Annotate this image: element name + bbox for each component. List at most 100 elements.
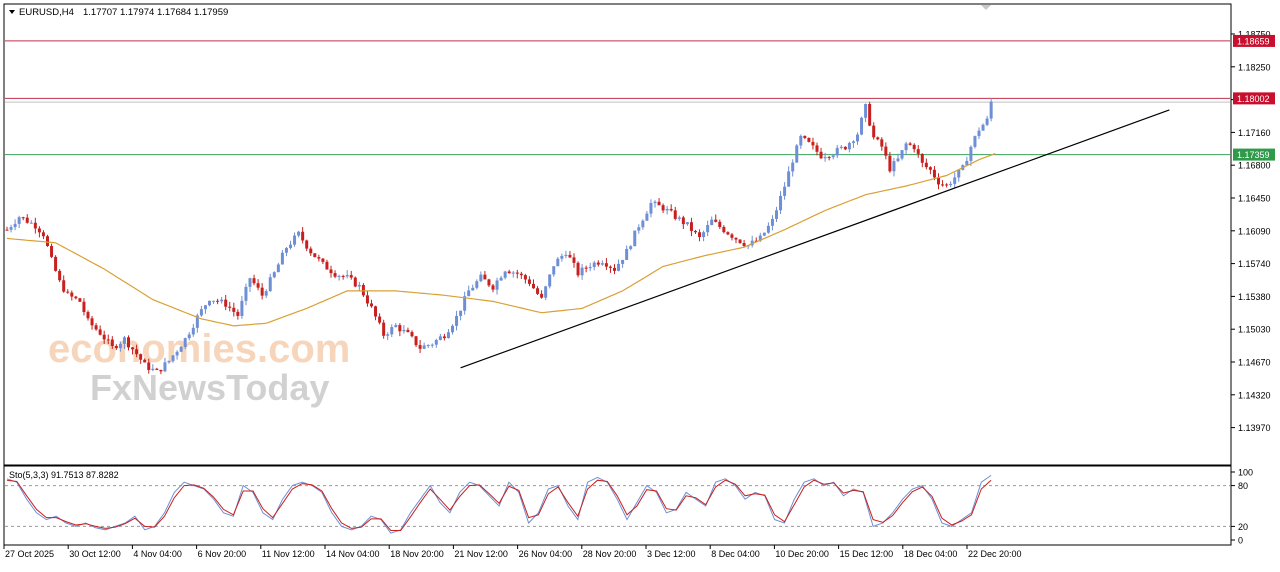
candle-body: [317, 257, 321, 259]
candle-body: [430, 344, 434, 346]
candle-body: [191, 327, 195, 335]
candle-body: [159, 369, 163, 372]
candle-body: [523, 275, 527, 280]
time-tick-label: 3 Dec 12:00: [647, 549, 696, 559]
candle-body: [313, 253, 317, 258]
candle-body: [868, 103, 872, 126]
candlesticks: [5, 98, 993, 375]
candle-body: [625, 248, 629, 260]
candle-body: [807, 138, 811, 142]
candle-body: [544, 286, 548, 298]
candle-body: [928, 167, 932, 170]
candle-body: [171, 355, 175, 361]
candle-body: [726, 232, 730, 235]
candle-body: [139, 354, 143, 360]
price-tick-label: 1.14320: [1238, 390, 1271, 400]
candle-body: [297, 231, 301, 236]
candle-body: [459, 310, 463, 316]
candle-body: [78, 298, 82, 302]
candle-body: [621, 259, 625, 264]
stochastic-panel-frame: [3, 465, 1232, 546]
stochastic-tick-label: 80: [1238, 481, 1248, 491]
candle-body: [718, 221, 722, 227]
stochastic-tick-label: 20: [1238, 522, 1248, 532]
chart-shift-marker-icon[interactable]: [981, 5, 991, 10]
candle-body: [74, 296, 78, 299]
candle-body: [434, 339, 438, 345]
watermark-line1: economies.com: [48, 327, 350, 371]
moving-average-line: [6, 153, 996, 327]
candle-body: [847, 142, 851, 150]
level-label-box: [1233, 92, 1275, 105]
candle-body: [208, 300, 211, 306]
candle-body: [588, 266, 592, 269]
candle-body: [532, 283, 535, 289]
candle-body: [147, 362, 151, 370]
candle-body: [613, 267, 616, 271]
candle-body: [779, 195, 783, 211]
trendline-group: [460, 109, 1170, 369]
candle-body: [341, 275, 345, 277]
candle-body: [155, 368, 159, 370]
candle-body: [70, 292, 74, 297]
price-tick-label: 1.13970: [1238, 423, 1271, 433]
price-tick-label: 1.18250: [1238, 62, 1271, 72]
candle-body: [617, 263, 621, 271]
candle-body: [183, 338, 187, 347]
candle-body: [795, 145, 799, 163]
candle-body: [702, 232, 706, 238]
candle-body: [386, 334, 390, 336]
candle-body: [937, 177, 940, 185]
candle-body: [195, 315, 199, 328]
candle-body: [471, 287, 475, 291]
stochastic-lines: [5, 474, 1230, 534]
candle-body: [361, 284, 365, 296]
candle-body: [33, 222, 37, 229]
candle-body: [289, 244, 292, 248]
candle-body: [556, 258, 560, 267]
candle-body: [892, 161, 896, 172]
ascending-trendline[interactable]: [460, 109, 1170, 369]
stochastic-tick-label: 0: [1238, 536, 1243, 546]
candle-body: [742, 243, 746, 246]
horizontal-levels: [5, 40, 1230, 156]
time-tick-label: 28 Nov 20:00: [583, 549, 637, 559]
price-tick-label: 1.15380: [1238, 292, 1271, 302]
candle-body: [799, 135, 803, 146]
candle-body: [706, 225, 710, 233]
candle-body: [410, 332, 414, 337]
candle-body: [661, 205, 665, 211]
candle-body: [791, 162, 795, 172]
candle-body: [710, 219, 714, 226]
candle-body: [519, 273, 523, 276]
time-tick-label: 4 Nov 04:00: [133, 549, 182, 559]
candle-body: [252, 278, 256, 284]
candle-body: [495, 280, 499, 290]
candle-body: [856, 134, 859, 142]
candle-body: [787, 171, 791, 187]
candle-body: [511, 272, 515, 274]
candle-body: [378, 316, 382, 323]
candle-body: [25, 217, 29, 223]
symbol-menu-arrow-icon[interactable]: [9, 10, 15, 14]
time-tick-label: 21 Nov 12:00: [454, 549, 508, 559]
level-label-text: 1.18002: [1237, 94, 1270, 104]
candle-body: [953, 177, 957, 184]
time-tick-label: 14 Nov 04:00: [326, 549, 380, 559]
candle-body: [438, 336, 442, 340]
time-tick-label: 27 Oct 2025: [5, 549, 54, 559]
stochastic-tick-label: 100: [1238, 468, 1253, 478]
candle-body: [187, 334, 191, 339]
candle-body: [576, 262, 580, 276]
candle-body: [503, 271, 507, 278]
candle-body: [349, 275, 353, 278]
candle-body: [329, 269, 333, 274]
candle-body: [127, 337, 130, 348]
candle-body: [714, 219, 718, 222]
candle-body: [220, 299, 224, 302]
candle-body: [864, 103, 868, 118]
candle-body: [487, 279, 491, 286]
candle-body: [175, 351, 179, 356]
candle-body: [122, 337, 126, 344]
